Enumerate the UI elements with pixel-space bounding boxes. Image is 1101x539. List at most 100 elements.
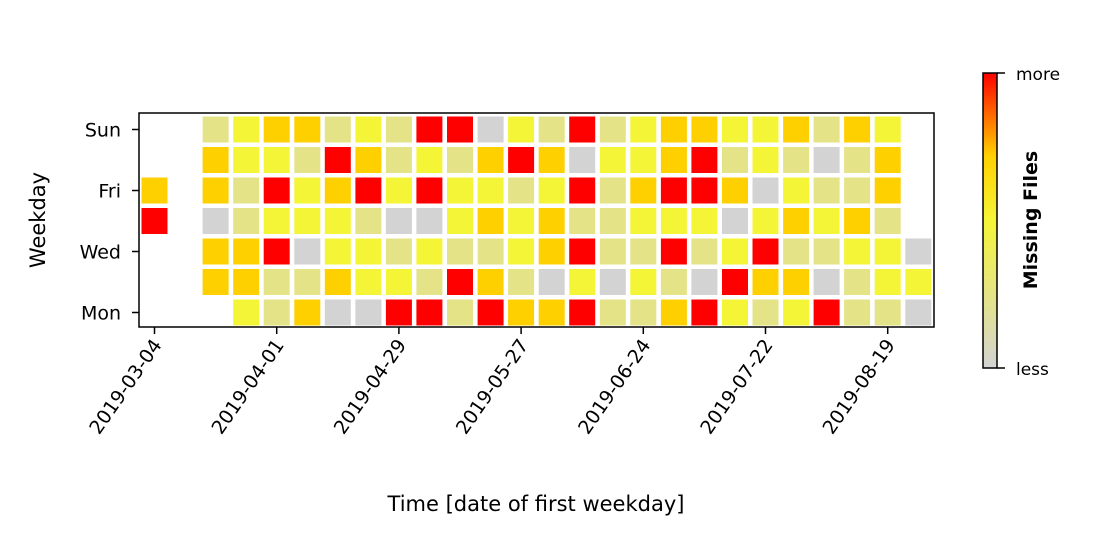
x-tick-label: 2019-04-29: [330, 335, 411, 438]
y-tick-label: Sun: [85, 120, 121, 142]
heatmap-cell-wed-week-20: [752, 238, 779, 265]
heatmap-cell-fri-week-22: [813, 177, 840, 204]
heatmap-cell-sat-week-14: [569, 147, 596, 173]
heatmap-cell-fri-week-9: [416, 177, 443, 204]
heatmap-cell-sun-week-23: [844, 116, 871, 143]
heatmap-cell-fri-week-2: [202, 177, 229, 204]
heatmap-cell-sat-week-21: [783, 147, 810, 173]
heatmap-cell-fri-week-14: [569, 177, 596, 204]
heatmap-cell-fri-week-10: [447, 177, 473, 204]
heatmap-cell-tue-week-15: [599, 269, 626, 295]
heatmap-cell-tue-week-7: [355, 269, 382, 295]
heatmap-cell-fri-week-19: [722, 177, 748, 204]
heatmap-cell-tue-week-19: [722, 269, 748, 295]
heatmap-cell-sat-week-13: [538, 147, 565, 173]
heatmap-cells: [141, 116, 932, 326]
x-axis-label: Time [date of first weekday]: [387, 492, 685, 516]
colorbar-min-label: less: [1016, 360, 1049, 380]
heatmap-cell-tue-week-10: [447, 269, 473, 295]
heatmap-cell-wed-week-16: [630, 238, 657, 265]
colorbar-gradient: [982, 72, 998, 369]
heatmap-cell-fri-week-24: [874, 177, 901, 204]
colorbar-label: Missing Files: [1020, 151, 1042, 290]
heatmap-cell-fri-week-3: [233, 177, 260, 204]
heatmap-cell-thu-week-14: [569, 208, 596, 234]
heatmap-cell-mon-week-11: [477, 299, 504, 326]
heatmap-cell-thu-week-16: [630, 208, 657, 234]
heatmap-cell-fri-week-5: [294, 177, 321, 204]
heatmap-cell-sun-week-11: [477, 116, 504, 143]
heatmap-cell-wed-week-2: [202, 238, 229, 265]
x-tick-label: 2019-04-01: [207, 335, 288, 438]
heatmap-cell-mon-week-5: [294, 299, 321, 326]
heatmap-cell-fri-week-12: [508, 177, 535, 204]
heatmap-cell-tue-week-4: [263, 269, 290, 295]
heatmap-cell-mon-week-23: [844, 299, 871, 326]
heatmap-cell-sun-week-20: [752, 116, 779, 143]
y-tick-label: Fri: [98, 181, 121, 203]
heatmap-cell-sun-week-9: [416, 116, 443, 143]
heatmap-cell-sat-week-23: [844, 147, 871, 173]
heatmap-cell-thu-week-9: [416, 208, 443, 234]
heatmap-cell-mon-week-15: [599, 299, 626, 326]
heatmap-cell-sun-week-8: [385, 116, 412, 143]
heatmap-cell-sun-week-12: [508, 116, 535, 143]
heatmap-cell-wed-week-25: [905, 238, 932, 265]
heatmap-cell-sat-week-5: [294, 147, 321, 173]
heatmap-cell-sun-week-7: [355, 116, 382, 143]
colorbar-max-label: more: [1016, 65, 1060, 85]
heatmap-cell-fri-week-16: [630, 177, 657, 204]
heatmap-cell-sun-week-6: [324, 116, 351, 143]
heatmap-cell-tue-week-13: [538, 269, 565, 295]
heatmap-cell-sat-week-17: [660, 147, 687, 173]
heatmap-cell-fri-week-23: [844, 177, 871, 204]
heatmap-cell-thu-week-20: [752, 208, 779, 234]
heatmap-cell-thu-week-23: [844, 208, 871, 234]
heatmap-cell-wed-week-6: [324, 238, 351, 265]
heatmap-cell-sat-week-3: [233, 147, 260, 173]
heatmap-cell-thu-week-0: [141, 208, 168, 234]
heatmap-cell-sun-week-17: [660, 116, 687, 143]
heatmap-cell-tue-week-3: [233, 269, 260, 295]
heatmap-cell-tue-week-20: [752, 269, 779, 295]
heatmap-cell-tue-week-22: [813, 269, 840, 295]
heatmap-cell-mon-week-20: [752, 299, 779, 326]
heatmap-cell-wed-week-10: [447, 238, 473, 265]
x-tick-label: 2019-06-24: [574, 335, 655, 438]
x-tick-label: 2019-03-04: [85, 335, 166, 438]
heatmap-cell-thu-week-5: [294, 208, 321, 234]
heatmap-cell-mon-week-18: [691, 299, 718, 326]
heatmap-cell-sun-week-15: [599, 116, 626, 143]
heatmap-cell-sun-week-5: [294, 116, 321, 143]
heatmap-cell-thu-week-6: [324, 208, 351, 234]
heatmap-cell-sun-week-10: [447, 116, 473, 143]
heatmap-cell-wed-week-17: [660, 238, 687, 265]
heatmap-cell-fri-week-17: [660, 177, 687, 204]
heatmap-cell-tue-week-8: [385, 269, 412, 295]
heatmap-cell-tue-week-23: [844, 269, 871, 295]
heatmap-cell-mon-week-25: [905, 299, 932, 326]
y-tick-label: Wed: [80, 242, 121, 264]
heatmap-cell-wed-week-19: [722, 238, 748, 265]
heatmap-cell-mon-week-22: [813, 299, 840, 326]
heatmap-cell-mon-week-16: [630, 299, 657, 326]
heatmap-cell-sun-week-21: [783, 116, 810, 143]
heatmap-cell-wed-week-8: [385, 238, 412, 265]
heatmap-cell-thu-week-12: [508, 208, 535, 234]
heatmap-cell-fri-week-7: [355, 177, 382, 204]
heatmap-cell-thu-week-7: [355, 208, 382, 234]
heatmap-cell-tue-week-6: [324, 269, 351, 295]
heatmap-cell-sat-week-16: [630, 147, 657, 173]
heatmap-cell-sat-week-12: [508, 147, 535, 173]
heatmap-cell-wed-week-24: [874, 238, 901, 265]
heatmap-cell-sun-week-22: [813, 116, 840, 143]
heatmap-cell-sat-week-6: [324, 147, 351, 173]
heatmap-cell-sat-week-19: [722, 147, 748, 173]
heatmap-cell-fri-week-6: [324, 177, 351, 204]
heatmap-cell-fri-week-8: [385, 177, 412, 204]
heatmap-cell-sat-week-15: [599, 147, 626, 173]
heatmap-cell-sat-week-7: [355, 147, 382, 173]
heatmap-cell-mon-week-21: [783, 299, 810, 326]
heatmap-cell-thu-week-22: [813, 208, 840, 234]
